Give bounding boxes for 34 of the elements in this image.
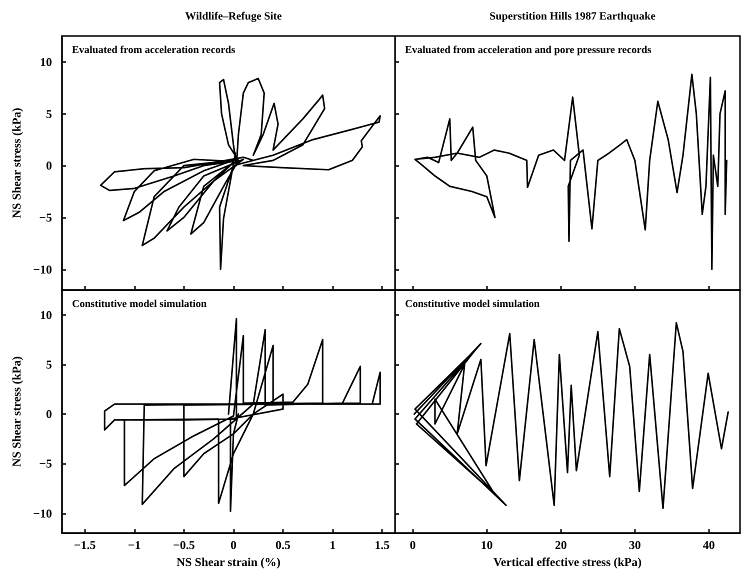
y-tick-label: 5 xyxy=(46,357,52,372)
annotation: Constitutive model simulation xyxy=(72,299,207,310)
y-tick-label: −10 xyxy=(33,262,52,276)
x-tick-label: −1 xyxy=(128,538,141,552)
x-axis-title: Vertical effective stress (kPa) xyxy=(493,555,642,569)
x-tick-label: 0.5 xyxy=(276,538,291,552)
annotation: Evaluated from acceleration records xyxy=(72,45,236,56)
x-tick-label: 10 xyxy=(480,538,493,552)
x-tick-label: −0.5 xyxy=(172,538,195,552)
x-tick-label: 30 xyxy=(628,538,641,552)
chart-title: Wildlife–Refuge Site xyxy=(185,10,282,22)
y-tick-label: 5 xyxy=(46,106,52,121)
x-axis-title: NS Shear strain (%) xyxy=(176,555,281,569)
x-tick-label: 20 xyxy=(554,538,567,552)
annotation: Evaluated from acceleration and pore pressure records xyxy=(405,45,652,56)
y-tick-label: 0 xyxy=(46,158,52,173)
y-tick-label: 10 xyxy=(40,308,52,322)
y-tick-label: −5 xyxy=(39,456,52,471)
x-tick-label: 0 xyxy=(410,538,416,552)
line-series xyxy=(104,318,381,512)
x-tick-label: 40 xyxy=(702,538,715,552)
y-tick-label: −10 xyxy=(33,506,52,520)
x-tick-label: 1.5 xyxy=(374,538,390,552)
x-tick-label: −1.5 xyxy=(74,538,96,552)
annotation: Constitutive model simulation xyxy=(405,299,540,310)
y-tick-label: 0 xyxy=(46,407,52,422)
y-tick-label: 10 xyxy=(40,54,52,69)
line-series xyxy=(100,78,381,270)
chart-title: Superstition Hills 1987 Earthquake xyxy=(490,10,656,22)
y-axis-title: NS Shear stress (kPa) xyxy=(9,356,24,467)
x-tick-label: 0 xyxy=(230,538,236,552)
x-tick-label: 1 xyxy=(330,538,336,552)
y-tick-label: −5 xyxy=(39,210,52,224)
y-axis-title: NS Shear stress (kPa) xyxy=(9,108,24,218)
